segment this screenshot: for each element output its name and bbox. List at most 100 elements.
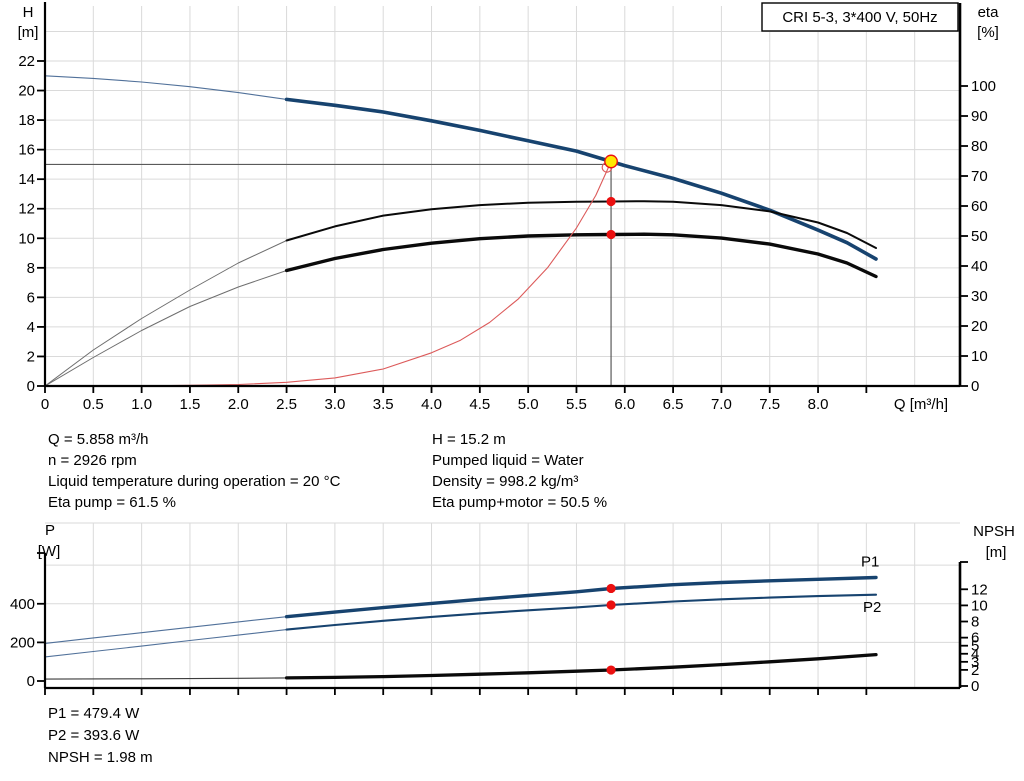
op-flow-value: Q = 5.858 m³/h <box>48 431 149 448</box>
x-tick-label: 2.5 <box>276 396 297 413</box>
eta-pump <box>285 200 877 249</box>
operating-point-right-column: H = 15.2 m Pumped liquid = Water Density… <box>432 429 607 513</box>
duty-point-dot <box>606 196 616 207</box>
right-axis-tick-label: 10 <box>971 348 988 365</box>
eta-pump-motor <box>284 232 878 279</box>
x-tick-label: 0.5 <box>83 396 104 413</box>
duty-point-dot <box>606 600 616 610</box>
x-tick-label: 4.0 <box>421 396 442 413</box>
p1-curve-low-flow <box>44 616 288 644</box>
right-axis-title: eta <box>978 4 1000 21</box>
duty-point-dot <box>606 583 616 594</box>
duty-point-marker <box>604 154 618 169</box>
right-axis-tick-label: 80 <box>971 138 988 155</box>
op-liquid-temp-value: Liquid temperature during operation = 20… <box>48 473 341 490</box>
eta-pump-low-flow <box>44 240 288 387</box>
x-tick-label: 0 <box>41 396 49 413</box>
right-axis-tick-label: 70 <box>971 168 988 185</box>
x-tick-label: 7.5 <box>759 396 780 413</box>
x-tick-label: 6.5 <box>663 396 684 413</box>
op-eta-pump-value: Eta pump = 61.5 % <box>48 494 176 511</box>
x-tick-label: 5.0 <box>518 396 539 413</box>
p1-curve <box>284 575 878 619</box>
pump-title-box <box>761 2 959 32</box>
x-tick-label: 7.0 <box>711 396 732 413</box>
left-axis-tick-label: 16 <box>18 142 35 159</box>
x-tick-label: 8.0 <box>808 396 829 413</box>
left-axis-tick-label: 12 <box>18 201 35 218</box>
right-axis-tick-label: 10 <box>971 597 988 614</box>
left-axis-tick-label: 0 <box>27 673 35 690</box>
eta-pump-motor-low-flow <box>44 270 288 387</box>
left-axis-tick-label: 20 <box>18 83 35 100</box>
result-p2: P2 = 393.6 W <box>48 727 140 744</box>
result-p1: P1 = 479.4 W <box>48 705 140 722</box>
right-axis-tick-label: 6 <box>971 630 979 647</box>
operating-point-left-column: Q = 5.858 m³/h n = 2926 rpm Liquid tempe… <box>48 429 340 513</box>
op-speed-value: n = 2926 rpm <box>48 452 137 469</box>
left-axis-tick-label: 2 <box>27 348 35 365</box>
right-axis-tick-label: 60 <box>971 198 988 215</box>
left-axis-tick-label: 400 <box>10 596 35 613</box>
left-axis-tick-label: 0 <box>27 378 35 395</box>
right-axis-unit: [m] <box>986 544 1007 561</box>
x-tick-label: 2.0 <box>228 396 249 413</box>
right-axis-tick-label: 20 <box>971 318 988 335</box>
result-values: P1 = 479.4 W P2 = 393.6 W NPSH = 1.98 m <box>48 703 153 769</box>
left-axis-unit: [W] <box>38 543 61 560</box>
x-tick-label: 3.5 <box>373 396 394 413</box>
right-axis-tick-label: 12 <box>971 581 988 598</box>
right-axis-tick-label: 0 <box>971 378 979 395</box>
right-axis-tick-label: 100 <box>971 78 996 95</box>
left-axis-title: H <box>23 4 34 21</box>
left-axis-tick-label: 8 <box>27 260 35 277</box>
right-axis-tick-label: 2 <box>971 662 979 679</box>
p2-curve <box>285 593 878 631</box>
right-axis-tick-label: 5 <box>971 638 979 655</box>
x-tick-label: 4.5 <box>469 396 490 413</box>
left-axis-tick-label: 18 <box>18 112 35 129</box>
op-pumped-liquid-value: Pumped liquid = Water <box>432 452 584 469</box>
x-tick-label: 1.5 <box>180 396 201 413</box>
series-label-p2: P2 <box>863 599 881 616</box>
left-axis-title: P <box>45 522 55 539</box>
left-axis-unit: [m] <box>18 24 39 41</box>
right-axis-tick-label: 4 <box>971 646 979 663</box>
left-axis-tick-label: 4 <box>27 319 35 336</box>
x-tick-label: 1.0 <box>131 396 152 413</box>
op-eta-pump-motor-value: Eta pump+motor = 50.5 % <box>432 494 608 511</box>
right-axis-title: NPSH <box>973 523 1015 540</box>
left-axis-tick-label: 6 <box>27 289 35 306</box>
x-tick-label: 6.0 <box>614 396 635 413</box>
x-axis-title: Q [m³/h] <box>894 396 948 413</box>
left-axis-tick-label: 200 <box>10 634 35 651</box>
right-axis-tick-label: 8 <box>971 614 979 631</box>
left-axis-tick-label: 10 <box>18 230 35 247</box>
op-density-value: Density = 998.2 kg/m³ <box>432 473 579 490</box>
pump-title-text: CRI 5-3, 3*400 V, 50Hz <box>782 9 937 26</box>
right-axis-tick-label: 30 <box>971 288 988 305</box>
op-head-value: H = 15.2 m <box>432 431 506 448</box>
duty-point-dot <box>606 229 616 240</box>
right-axis-tick-label: 50 <box>971 228 988 245</box>
left-axis-tick-label: 14 <box>18 171 35 188</box>
left-axis-tick-label: 22 <box>18 53 35 70</box>
system-curve <box>44 160 612 387</box>
right-axis-tick-label: 40 <box>971 258 988 275</box>
head-efficiency-chart: 0 0.5 1.0 1.5 2.0 2.5 3.0 3.5 4.0 4.5 5.0 5.5 6.0 6.5… <box>18 2 1000 413</box>
right-axis-tick-label: 0 <box>971 678 979 695</box>
hq-curve-extrapolated <box>44 75 288 100</box>
npsh-curve-low-flow <box>44 677 288 680</box>
x-tick-label: 3.0 <box>324 396 345 413</box>
series-label-p1: P1 <box>861 554 879 571</box>
x-tick-label: 5.5 <box>566 396 587 413</box>
right-axis-unit: [%] <box>977 24 999 41</box>
operating-point-info: Q = 5.858 m³/h n = 2926 rpm Liquid tempe… <box>0 429 1024 521</box>
result-npsh: NPSH = 1.98 m <box>48 749 153 766</box>
right-axis-tick-label: 90 <box>971 108 988 125</box>
npsh-curve <box>284 652 878 680</box>
right-axis-tick-label: 3 <box>971 654 979 671</box>
p2-curve-low-flow <box>44 629 288 658</box>
